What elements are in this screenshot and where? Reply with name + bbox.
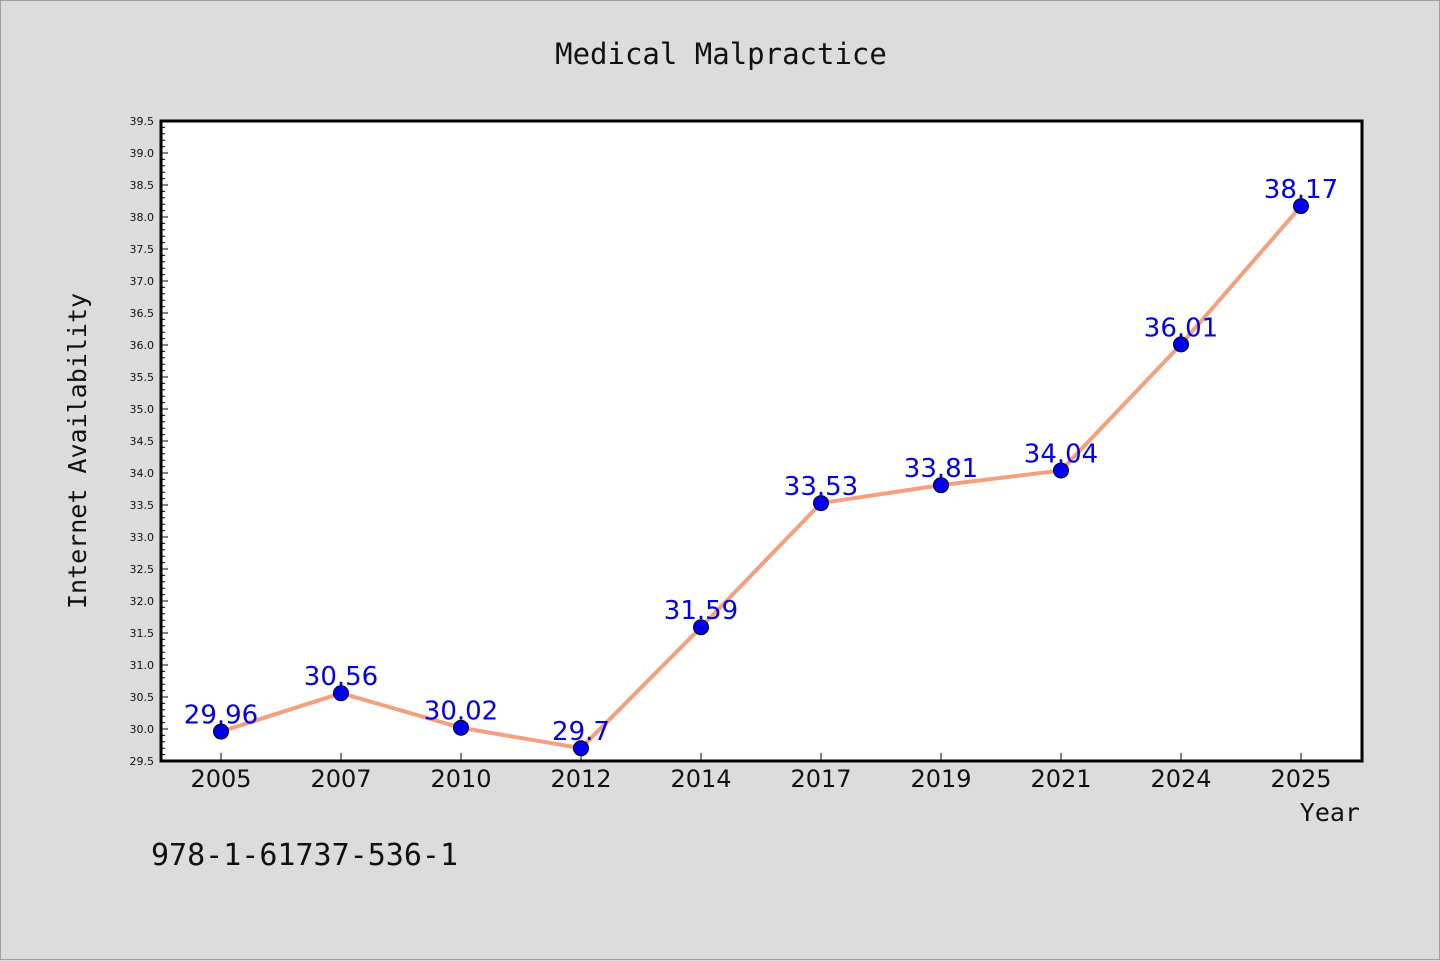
chart-title: Medical Malpractice: [555, 37, 887, 71]
y-tick-label: 38.5: [130, 179, 155, 192]
data-point: [813, 495, 829, 512]
data-point: [213, 723, 229, 740]
x-axis-ticks: 2005 2007 2010 2012 2014 2017 2019 2021 2024 2025: [190, 753, 1332, 793]
y-tick-label: 32.5: [130, 563, 155, 576]
y-tick-label: 35.5: [130, 371, 155, 384]
data-point: [333, 685, 349, 702]
plot-frame: [159, 119, 1364, 763]
data-label: 30.56: [304, 662, 378, 692]
data-label: 29.7: [552, 717, 610, 747]
y-axis-ticks: 29.5 30.0 30.5 31.0 31.5 32.0 32.5 33.0 33.5 34.0…: [130, 115, 168, 768]
y-tick-label: 30.0: [130, 723, 155, 736]
series-layer: 29.96 30.56 30.02 29.7 31.59 33.53 33.81 34.04 3…: [184, 175, 1338, 757]
series-line: [220, 204, 1303, 751]
data-label: 33.81: [904, 454, 978, 484]
y-axis-label: Internet Availability: [63, 293, 92, 609]
isbn-footnote: 978-1-61737-536-1: [151, 838, 458, 873]
data-point: [573, 740, 589, 757]
data-point: [1173, 336, 1189, 353]
data-point: [1053, 462, 1069, 479]
y-tick-label: 37.5: [130, 243, 155, 256]
y-tick-label: 34.5: [130, 435, 155, 448]
x-tick-label: 2005: [190, 765, 251, 793]
x-tick-label: 2014: [670, 765, 731, 793]
plot-area: [161, 121, 1362, 761]
x-tick-label: 2010: [430, 765, 491, 793]
data-point: [933, 477, 949, 494]
data-label: 31.59: [664, 596, 738, 626]
data-label: 30.02: [424, 697, 498, 727]
x-axis-label: Year: [1300, 798, 1360, 827]
x-tick-label: 2017: [790, 765, 851, 793]
data-point: [453, 719, 469, 736]
x-tick-label: 2012: [550, 765, 611, 793]
y-tick-label: 36.0: [130, 339, 155, 352]
y-tick-label: 33.0: [130, 531, 155, 544]
y-tick-label: 38.0: [130, 211, 155, 224]
x-tick-label: 2024: [1150, 765, 1211, 793]
data-point: [693, 619, 709, 636]
y-tick-label: 36.5: [130, 307, 155, 320]
y-tick-label: 30.5: [130, 691, 155, 704]
y-tick-label: 31.5: [130, 627, 155, 640]
y-tick-label: 31.0: [130, 659, 155, 672]
data-label: 34.04: [1024, 439, 1098, 469]
x-tick-label: 2007: [310, 765, 371, 793]
data-label: 36.01: [1144, 313, 1218, 343]
y-tick-label: 32.0: [130, 595, 155, 608]
x-tick-label: 2019: [910, 765, 971, 793]
y-tick-label: 39.5: [130, 115, 155, 128]
y-tick-label: 33.5: [130, 499, 155, 512]
data-label: 33.53: [784, 472, 858, 502]
y-tick-label: 34.0: [130, 467, 155, 480]
y-tick-label: 35.0: [130, 403, 155, 416]
y-tick-label: 39.0: [130, 147, 155, 160]
data-label: 38.17: [1264, 175, 1338, 205]
data-point: [1293, 198, 1309, 215]
data-label: 29.96: [184, 701, 258, 731]
x-tick-label: 2025: [1270, 765, 1331, 793]
x-tick-label: 2021: [1030, 765, 1091, 793]
y-tick-label: 29.5: [130, 755, 155, 768]
y-tick-label: 37.0: [130, 275, 155, 288]
